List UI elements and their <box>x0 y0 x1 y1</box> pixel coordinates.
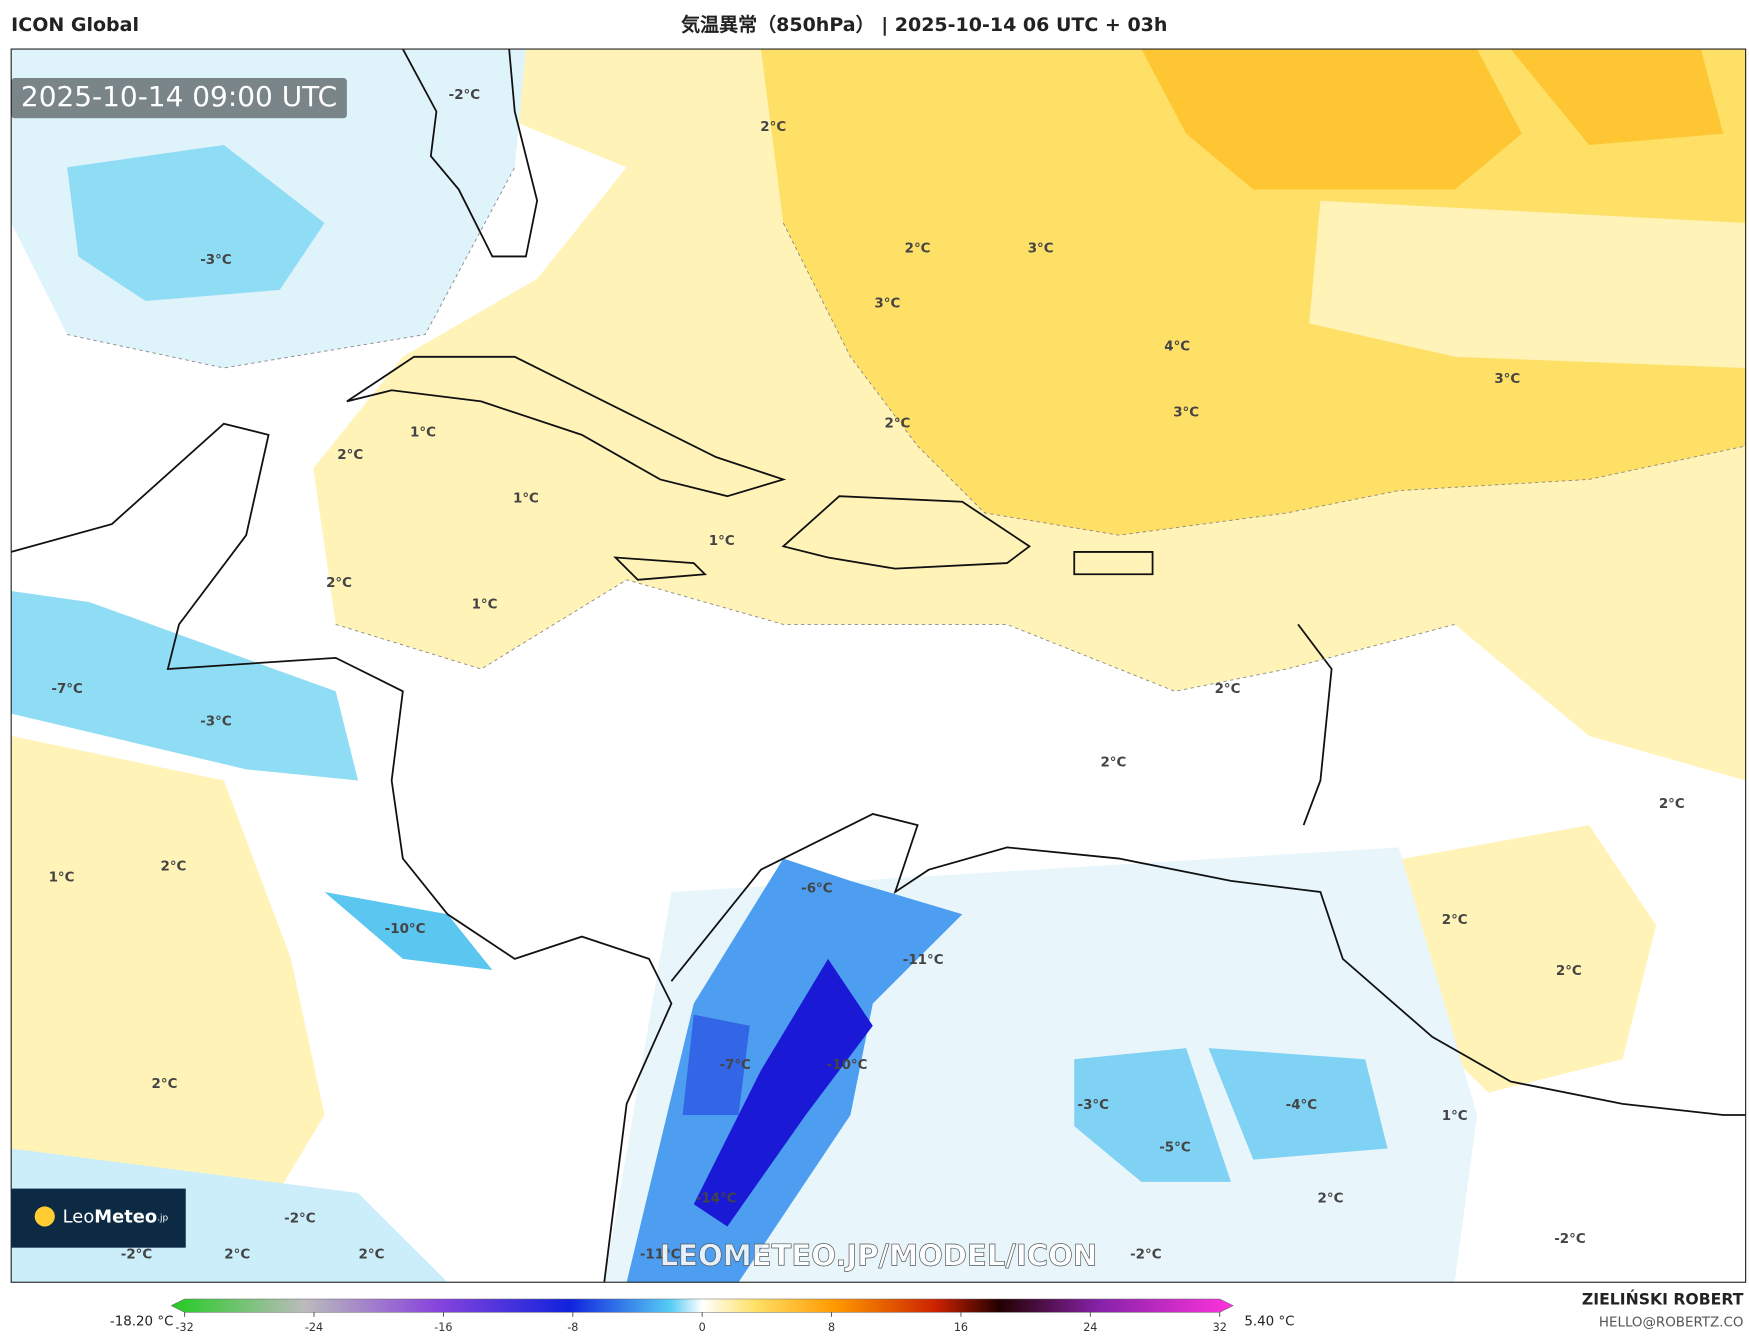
colorbar-tick-label: 16 <box>954 1321 968 1334</box>
contour-label: -5°C <box>1159 1140 1190 1155</box>
coastlines <box>11 49 1746 1283</box>
timestamp: 2025-10-14 09:00 UTC <box>21 80 337 113</box>
contour-label: 1°C <box>513 491 539 506</box>
contour-label: 2°C <box>337 448 363 463</box>
contours <box>67 167 1746 692</box>
contour-label: 2°C <box>224 1247 250 1262</box>
contour-label: -6°C <box>801 882 832 897</box>
contour-label: 2°C <box>1318 1192 1344 1207</box>
contour-label: -10°C <box>827 1058 868 1073</box>
model-name: ICON Global <box>11 14 139 36</box>
contour-label: -14°C <box>696 1192 737 1207</box>
contour-label: 2°C <box>884 417 910 432</box>
colorbar-tick-label: 24 <box>1083 1321 1097 1334</box>
contour-label: 1°C <box>410 426 436 441</box>
contour-label: 1°C <box>472 597 498 612</box>
contour-label: 2°C <box>161 859 187 874</box>
colorbar-min-label: -18.20 °C <box>110 1314 174 1329</box>
author-email: HELLO@ROBERTZ.CO <box>1599 1315 1743 1330</box>
author-name: ZIELIŃSKI ROBERT <box>1582 1290 1744 1309</box>
contour-label: -11°C <box>903 953 944 968</box>
map-title: 気温異常（850hPa） | 2025-10-14 06 UTC + 03h <box>681 13 1167 36</box>
contour-label: 2°C <box>152 1077 178 1092</box>
colorbar-tick-label: 32 <box>1213 1321 1227 1334</box>
timestamp-box <box>11 78 347 119</box>
warm-core <box>1141 49 1522 190</box>
cold-core <box>693 958 873 1227</box>
contour-label: 1°C <box>49 871 75 886</box>
contour-label: -2°C <box>1554 1232 1585 1247</box>
watermark: LEOMETEO.JP/MODEL/ICON <box>660 1239 1098 1273</box>
contour-label: -7°C <box>719 1058 750 1073</box>
colorbar-tick-label: 8 <box>828 1321 835 1334</box>
contour-label: 3°C <box>1028 242 1054 257</box>
contour-label: 2°C <box>326 576 352 591</box>
colorbar-tick-label: -8 <box>567 1321 578 1334</box>
contour-labels: -2°C 2°C -3°C 2°C 3°C 3°C 4°C 3°C 3°C 2°C 1°C 2°C 1°… <box>49 88 1685 1263</box>
contour-label: 2°C <box>1442 913 1468 928</box>
contour-label: -4°C <box>1286 1098 1317 1113</box>
contour-label: 4°C <box>1164 340 1190 355</box>
warm-area-light <box>1309 200 1746 368</box>
contour-label: 2°C <box>1556 964 1582 979</box>
contour-label: -3°C <box>200 714 231 729</box>
contour-label: 2°C <box>359 1247 385 1262</box>
cold-area <box>11 590 359 781</box>
colorbar-tick-label: -32 <box>176 1321 194 1334</box>
contour-label: -2°C <box>1130 1247 1161 1262</box>
contour-label: 2°C <box>905 242 931 257</box>
contour-label: -2°C <box>121 1247 152 1262</box>
contour-label: 2°C <box>1215 682 1241 697</box>
contour-label: -7°C <box>51 682 82 697</box>
contour-label: 3°C <box>1173 406 1199 421</box>
warm-core <box>1510 49 1724 145</box>
cold-area <box>1074 1048 1231 1182</box>
contour-label: -3°C <box>1078 1098 1109 1113</box>
logo-sun <box>34 1206 55 1227</box>
map-field <box>11 49 1746 1283</box>
cold-area-light <box>11 1148 448 1283</box>
colorbar-tick-label: 0 <box>699 1321 706 1334</box>
contour-label: -10°C <box>385 922 426 937</box>
colorbar-max-label: 5.40 °C <box>1244 1314 1294 1329</box>
contour-label: 3°C <box>1494 372 1520 387</box>
colorbar-tick-label: -16 <box>434 1321 452 1334</box>
contour-label: -2°C <box>449 88 480 103</box>
cold-area <box>1208 1048 1388 1160</box>
contour-label: 2°C <box>760 120 786 135</box>
colorbar-tick-label: -24 <box>305 1321 323 1334</box>
contour-label: 1°C <box>1442 1109 1468 1124</box>
cold-core <box>682 1014 750 1115</box>
contour-label: -2°C <box>284 1212 315 1227</box>
contour-label: -11°C <box>640 1247 681 1262</box>
colorbar-bar <box>170 1298 1234 1313</box>
contour-label: -3°C <box>200 253 231 268</box>
cold-area <box>324 892 493 971</box>
contour-label: 3°C <box>874 296 900 311</box>
map-frame <box>10 48 1747 1283</box>
colorbar: -32 -24 -16 -8 0 8 16 24 32 <box>170 1298 1234 1334</box>
contour-label: 2°C <box>1100 756 1126 771</box>
contour-label: 2°C <box>1659 797 1685 812</box>
warm-area <box>760 49 1746 536</box>
logo-text: LeoMeteo.jp <box>63 1207 169 1228</box>
warm-area-light <box>11 735 325 1283</box>
contour-label: 1°C <box>709 534 735 549</box>
cold-area <box>67 144 325 302</box>
